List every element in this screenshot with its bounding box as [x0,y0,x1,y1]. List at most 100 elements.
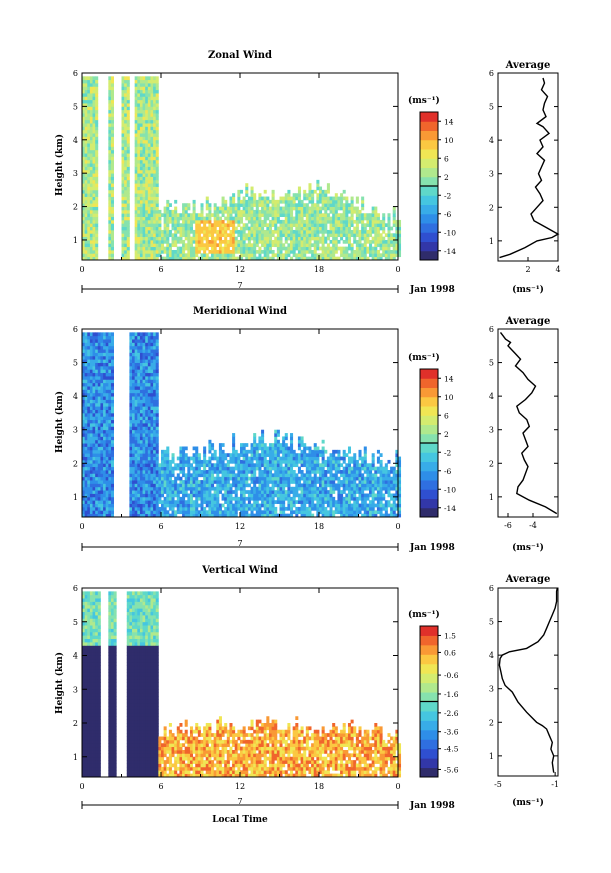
meridional-heatmap-cell [145,376,149,380]
zonal-heatmap-cell [82,219,86,224]
zonal-heatmap-cell [126,146,130,151]
zonal-heatmap-cell [282,209,286,214]
meridional-heatmap-cell [103,365,107,370]
zonal-heatmap-cell [139,196,143,201]
zonal-heatmap-cell [92,186,96,191]
zonal-heatmap-cell [150,219,154,224]
zonal-heatmap-cell [195,229,199,234]
meridional-heatmap-cell [100,493,104,498]
meridional-heatmap-cell [218,513,222,518]
zonal-heatmap-cell [179,223,183,228]
meridional-heatmap-cell [137,345,141,350]
zonal-heatmap-cell [184,233,188,238]
zonal-heatmap-cell [121,229,125,234]
meridional-heatmap-cell [147,483,151,488]
zonal-heatmap-cell [295,209,299,214]
meridional-heatmap-cell [258,513,262,518]
meridional-heatmap-cell [174,500,178,504]
meridional-heatmap-cell [84,372,88,377]
zonal-heatmap-cell [295,196,299,201]
zonal-heatmap-cell [89,243,93,248]
meridional-heatmap-cell [163,473,167,478]
zonal-heatmap-cell [208,216,212,221]
meridional-heatmap-cell [134,453,138,457]
meridional-heatmap-cell [250,476,254,481]
zonal-heatmap-cell [155,116,159,121]
zonal-colorbar-swatch [420,176,438,187]
meridional-heatmap-cell [200,493,204,498]
meridional-heatmap-cell [290,449,294,454]
meridional-heatmap-cell [237,466,241,471]
zonal-heatmap-cell [253,213,257,217]
zonal-wind-time-marker: 7 [237,281,242,290]
meridional-heatmap-cell [274,463,278,468]
meridional-heatmap-cell [97,459,101,464]
meridional-heatmap-cell [129,483,133,488]
meridional-heatmap-cell [145,396,149,400]
meridional-heatmap-cell [276,496,280,501]
zonal-heatmap-cell [137,186,141,191]
meridional-heatmap-cell [287,483,291,488]
zonal-heatmap-cell [192,233,196,238]
meridional-heatmap-cell [297,453,301,457]
meridional-heatmap-cell [155,473,159,478]
zonal-heatmap-cell [176,246,180,251]
meridional-heatmap-cell [108,476,112,481]
meridional-heatmap-cell [187,483,191,488]
meridional-heatmap-cell [195,510,199,515]
meridional-heatmap-cell [247,463,251,468]
zonal-heatmap-cell [326,219,330,224]
meridional-heatmap-cell [95,382,99,387]
meridional-wind-heatmap [82,332,402,518]
meridional-heatmap-cell [110,392,114,397]
meridional-heatmap-cell [168,466,172,471]
zonal-heatmap-cell [87,99,91,104]
meridional-heatmap-cell [108,359,112,363]
zonal-heatmap-cell [363,249,367,254]
zonal-heatmap-cell [150,246,154,251]
zonal-heatmap-cell [121,133,125,137]
zonal-heatmap-cell [203,236,207,241]
meridional-heatmap-cell [305,490,309,494]
meridional-heatmap-cell [82,406,86,410]
meridional-heatmap-cell [200,480,204,484]
zonal-heatmap-cell [245,199,249,204]
meridional-heatmap-cell [100,392,104,397]
zonal-heatmap-cell [224,216,228,221]
meridional-heatmap-cell [268,443,272,447]
meridional-heatmap-cell [150,456,154,461]
meridional-heatmap-cell [203,496,207,501]
meridional-heatmap-cell [129,332,133,337]
meridional-heatmap-cell [247,456,251,461]
meridional-heatmap-cell [137,402,141,407]
meridional-heatmap-cell [197,503,201,508]
zonal-heatmap-cell [205,196,209,201]
zonal-x-tick-label: 12 [235,265,245,274]
meridional-heatmap-cell [103,490,107,494]
zonal-heatmap-cell [366,256,370,261]
zonal-heatmap-cell [279,256,283,261]
zonal-heatmap-cell [240,256,244,261]
zonal-heatmap-cell [297,256,301,261]
zonal-heatmap-cell [155,203,159,207]
zonal-heatmap-cell [247,199,251,204]
meridional-heatmap-cell [237,456,241,461]
zonal-heatmap-cell [126,226,130,231]
meridional-heatmap-cell [211,510,215,515]
zonal-heatmap-cell [82,149,86,154]
zonal-heatmap-cell [92,179,96,184]
meridional-heatmap-cell [100,399,104,404]
meridional-heatmap-cell [129,449,133,454]
zonal-heatmap-cell [245,249,249,254]
zonal-heatmap-cell [163,233,167,238]
zonal-heatmap-cell [84,179,88,184]
meridional-heatmap-cell [145,486,149,491]
zonal-heatmap-cell [258,236,262,241]
meridional-heatmap-cell [297,483,301,488]
zonal-heatmap-cell [121,153,125,157]
meridional-heatmap-cell [129,389,133,394]
zonal-heatmap-cell [166,236,170,241]
zonal-heatmap-cell [84,173,88,177]
meridional-heatmap-cell [82,376,86,380]
zonal-heatmap-cell [87,243,91,248]
